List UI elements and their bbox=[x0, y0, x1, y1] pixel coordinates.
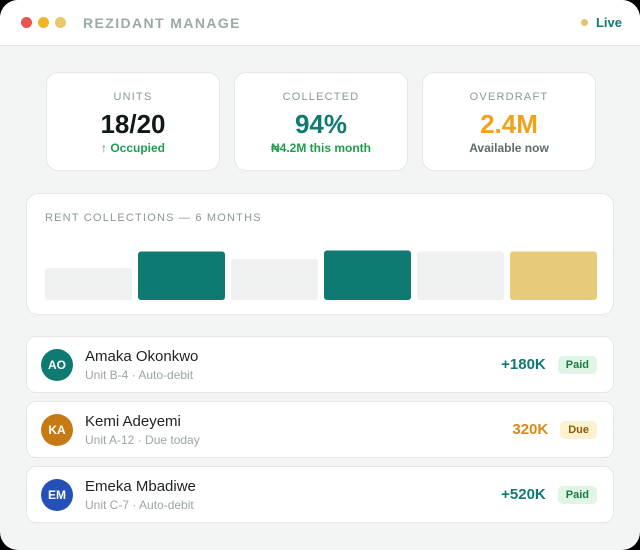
stat-card-overdraft[interactable]: OVERDRAFT 2.4M Available now bbox=[422, 72, 596, 171]
avatar: EM bbox=[41, 478, 73, 511]
tenant-row[interactable]: EM Emeka Mbadiwe Unit C-7 · Auto-debit +… bbox=[26, 466, 614, 523]
tenant-info: Emeka Mbadiwe Unit C-7 · Auto-debit bbox=[85, 478, 196, 512]
tenant-amount: +520K bbox=[501, 486, 546, 503]
tenant-detail: Unit A-12 · Due today bbox=[85, 432, 200, 447]
chart-title: RENT COLLECTIONS — 6 MONTHS bbox=[45, 212, 262, 224]
tenant-name: Kemi Adeyemi bbox=[85, 412, 181, 430]
title-bar: REZIDANT MANAGE Live bbox=[0, 0, 640, 46]
status-badge: Paid bbox=[557, 355, 597, 374]
status-badge: Paid bbox=[557, 485, 597, 504]
app-title: REZIDANT MANAGE bbox=[83, 14, 241, 31]
chart-bar-4 bbox=[324, 250, 411, 300]
tenant-detail: Unit B-4 · Auto-debit bbox=[85, 367, 194, 382]
live-label: Live bbox=[595, 15, 622, 30]
stat-card-collected[interactable]: COLLECTED 94% ₦4.2M this month bbox=[234, 72, 408, 171]
stat-value: 94% bbox=[294, 109, 348, 139]
avatar: AO bbox=[41, 348, 73, 381]
live-dot-icon bbox=[580, 19, 588, 26]
tenant-row[interactable]: AO Amaka Okonkwo Unit B-4 · Auto-debit +… bbox=[26, 336, 614, 393]
chart-bar-2 bbox=[138, 251, 225, 300]
stat-subtext: ₦4.2M this month bbox=[270, 141, 371, 155]
tenant-name: Amaka Okonkwo bbox=[85, 347, 199, 365]
tenant-amount: +180K bbox=[501, 356, 546, 373]
stat-label: OVERDRAFT bbox=[469, 91, 549, 103]
stat-subtext: ↑ Occupied bbox=[100, 141, 165, 155]
tenant-name: Emeka Mbadiwe bbox=[85, 477, 196, 495]
stats-row: UNITS 18/20 ↑ Occupied COLLECTED 94% ₦4.… bbox=[46, 72, 596, 171]
close-icon[interactable] bbox=[21, 17, 32, 28]
stat-label: UNITS bbox=[113, 91, 153, 103]
status-badge: Due bbox=[560, 420, 597, 439]
chart-bar-5 bbox=[417, 251, 504, 300]
chart-bar-3 bbox=[231, 258, 318, 300]
tenant-info: Amaka Okonkwo Unit B-4 · Auto-debit bbox=[85, 348, 198, 382]
stat-value: 18/20 bbox=[100, 109, 166, 139]
stat-label: COLLECTED bbox=[282, 91, 360, 103]
chart-bar-6 bbox=[510, 251, 597, 300]
stat-value: 2.4M bbox=[480, 109, 538, 139]
minimize-icon[interactable] bbox=[38, 17, 49, 28]
rent-collections-chart: RENT COLLECTIONS — 6 MONTHS bbox=[26, 193, 614, 315]
zoom-icon[interactable] bbox=[55, 17, 66, 28]
avatar: KA bbox=[41, 413, 73, 446]
tenant-info: Kemi Adeyemi Unit A-12 · Due today bbox=[85, 413, 200, 447]
stat-card-units[interactable]: UNITS 18/20 ↑ Occupied bbox=[46, 72, 220, 171]
chart-bar-1 bbox=[45, 268, 132, 300]
tenant-amount: 320K bbox=[512, 421, 549, 438]
tenant-list: AO Amaka Okonkwo Unit B-4 · Auto-debit +… bbox=[26, 336, 614, 531]
tenant-detail: Unit C-7 · Auto-debit bbox=[85, 497, 194, 512]
tenant-row[interactable]: KA Kemi Adeyemi Unit A-12 · Due today 32… bbox=[26, 401, 614, 458]
chart-canvas bbox=[45, 250, 597, 300]
stat-subtext: Available now bbox=[469, 141, 549, 155]
live-status: Live bbox=[580, 15, 622, 30]
